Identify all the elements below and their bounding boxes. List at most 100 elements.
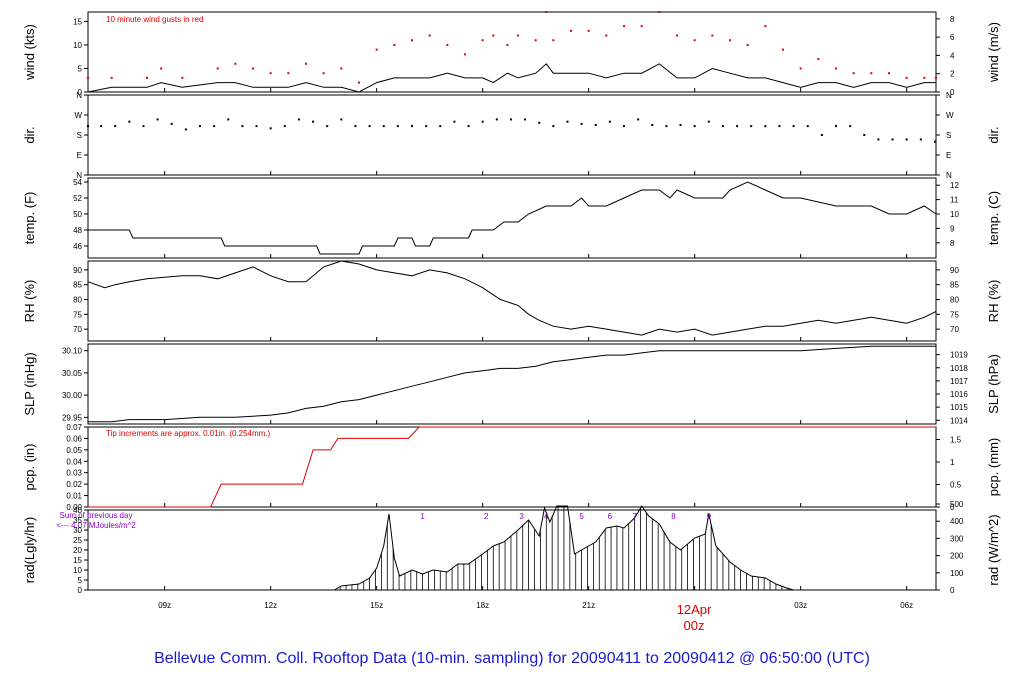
gust-point — [799, 67, 802, 70]
y-tick-right-label: W — [946, 111, 954, 120]
y-tick-label: 15 — [73, 556, 82, 565]
direction-point — [933, 140, 936, 143]
date-marker-day: 12Apr — [677, 602, 712, 617]
humidity-panel-frame — [87, 260, 937, 342]
temperature-right-axis-label: temp. (C) — [986, 191, 1001, 245]
direction-point — [750, 125, 753, 128]
y-tick-right-label: 500 — [950, 500, 964, 509]
radiation-hour-marker: 1 — [420, 512, 425, 521]
direction-point — [156, 118, 159, 121]
y-tick-label: E — [77, 151, 82, 160]
y-tick-right-label: 80 — [950, 296, 959, 305]
direction-points — [87, 118, 936, 143]
pressure-right-axis-label: SLP (hPa) — [986, 354, 1001, 414]
direction-point — [467, 125, 470, 128]
radiation-hour-marker: 5 — [579, 512, 584, 521]
direction-point — [326, 125, 329, 128]
gust-point — [888, 72, 891, 75]
radiation-hour-marker: 7 — [632, 512, 637, 521]
y-tick-label: 0.03 — [66, 469, 82, 478]
direction-left-axis-label: dir. — [22, 126, 37, 143]
y-tick-right-label: 1017 — [950, 377, 968, 386]
y-tick-label: 5 — [78, 64, 83, 73]
y-tick-label: 70 — [73, 325, 82, 334]
direction-point — [608, 120, 611, 123]
pressure-left-axis-label: SLP (inHg) — [22, 352, 37, 415]
direction-point — [792, 125, 795, 128]
direction-point — [354, 125, 357, 128]
direction-point — [453, 120, 456, 123]
gust-point — [587, 29, 590, 32]
y-tick-right-label: 0 — [950, 586, 955, 595]
radiation-hour-marker: 4 — [544, 512, 549, 521]
y-tick-right-label: N — [946, 171, 952, 180]
y-tick-right-label: 1018 — [950, 364, 968, 373]
gust-point — [923, 76, 926, 79]
humidity-y-ticks: 70 75 80 85 90 — [73, 266, 88, 334]
gust-point — [181, 76, 184, 79]
direction-right-axis-label: dir. — [986, 126, 1001, 143]
y-tick-right-label: 0 — [950, 88, 955, 97]
gust-point — [234, 62, 237, 65]
y-tick-right-label: 1.5 — [950, 436, 962, 445]
direction-point — [227, 118, 230, 121]
pressure-panel-frame — [87, 343, 937, 425]
y-tick-right-label: 0.5 — [950, 481, 962, 490]
radiation-hatch-lines — [339, 506, 789, 590]
direction-point — [170, 122, 173, 125]
y-tick-label: 30.10 — [62, 347, 83, 356]
y-tick-right-label: 8 — [950, 239, 955, 248]
y-tick-label: 80 — [73, 296, 82, 305]
direction-point — [679, 124, 682, 126]
y-tick-right-label: 12 — [950, 181, 959, 190]
direction-point — [820, 134, 823, 136]
y-tick-label: 30 — [73, 526, 82, 535]
y-tick-right-label: 0 — [950, 503, 955, 512]
direction-point — [213, 125, 216, 128]
gust-point — [835, 67, 838, 70]
direction-point — [651, 124, 654, 126]
date-marker-hour: 00z — [684, 618, 705, 633]
direction-point — [764, 125, 767, 128]
direction-point — [481, 120, 484, 123]
y-tick-label: N — [76, 91, 82, 100]
y-tick-label: 0.04 — [66, 457, 82, 466]
wind-panel-frame — [87, 11, 937, 93]
precipitation-panel-frame — [87, 426, 937, 508]
direction-point — [199, 125, 202, 128]
gust-point — [676, 34, 679, 37]
direction-point — [297, 118, 300, 121]
pressure-line — [88, 345, 936, 423]
radiation-hour-markers: 1 2 3 4 5 6 7 8 9 — [420, 512, 711, 521]
y-tick-label: 25 — [73, 536, 82, 545]
direction-point — [241, 125, 244, 128]
y-tick-right-label: 1019 — [950, 351, 968, 360]
y-tick-label: 0.07 — [66, 423, 82, 432]
pressure-panel: SLP (inHg) SLP (hPa) 29.95 30.00 30.05 30.1… — [22, 343, 1001, 425]
y-tick-label: 0.01 — [66, 492, 82, 501]
y-tick-label: 54 — [73, 178, 82, 187]
humidity-panel: RH (%) RH (%) 70 75 80 85 90 70 75 80 85 90 — [22, 260, 1001, 342]
temperature-left-axis-label: temp. (F) — [22, 192, 37, 245]
pressure-y-ticks: 29.95 30.00 30.05 30.10 — [62, 347, 88, 422]
gust-point — [87, 76, 89, 79]
direction-point — [665, 125, 668, 128]
gust-point — [269, 72, 272, 75]
humidity-y-ticks-right: 70 75 80 85 90 — [936, 266, 959, 334]
direction-point — [509, 118, 512, 121]
precipitation-y-ticks: 0.00 0.01 0.02 0.03 0.04 0.05 0.06 0.07 — [66, 423, 88, 512]
y-tick-right-label: 2 — [950, 70, 955, 79]
wind-sustained-line — [87, 63, 936, 93]
radiation-hour-marker: 9 — [707, 512, 712, 521]
wind-gust-points — [87, 11, 937, 84]
direction-point — [411, 125, 414, 128]
direction-point — [312, 120, 315, 123]
radiation-panel: Sum of previous day <--- 4.07 MJoules/m^… — [22, 500, 1001, 595]
gust-point — [492, 34, 495, 37]
gust-point — [110, 76, 113, 79]
direction-point — [368, 125, 371, 128]
direction-point — [255, 125, 258, 128]
x-tick-label: 12z — [264, 601, 277, 610]
temperature-panel-frame — [87, 177, 937, 259]
radiation-hour-marker: 6 — [608, 512, 613, 521]
